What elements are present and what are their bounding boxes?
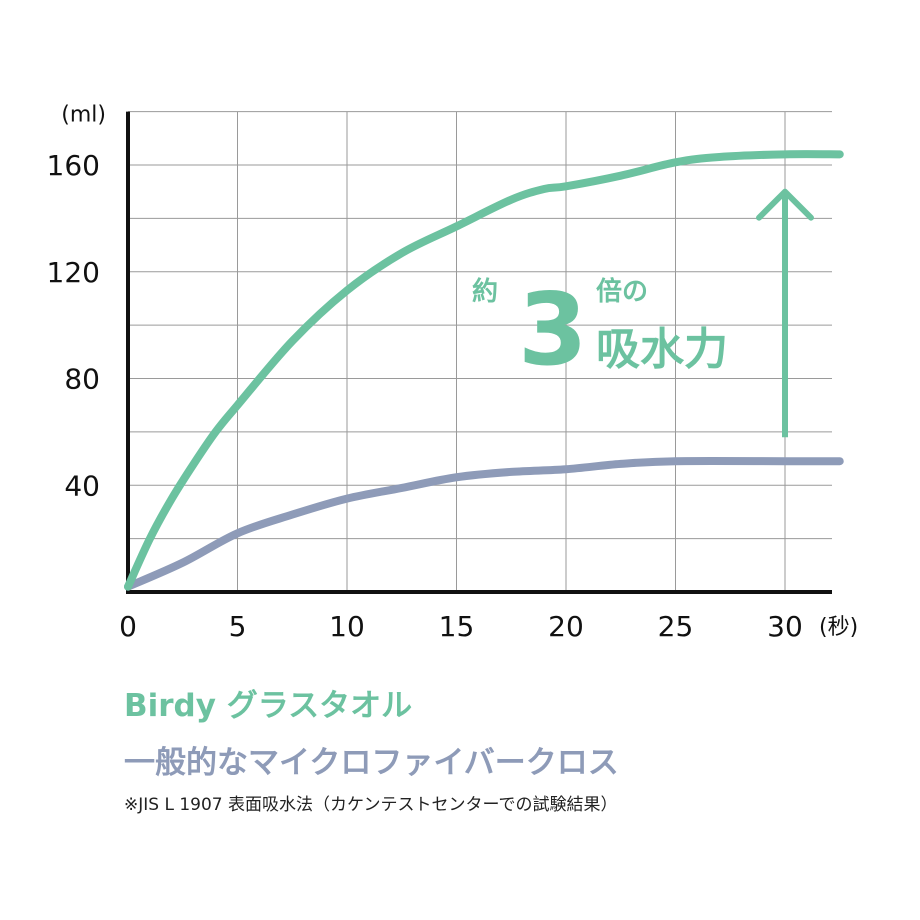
- x-tick-label: 10: [329, 610, 365, 643]
- legend-microfiber: 一般的なマイクロファイバークロス: [124, 745, 619, 781]
- legend-birdy: Birdy グラスタオル: [124, 688, 413, 724]
- x-tick-label: 20: [548, 610, 584, 643]
- y-tick-label: 120: [47, 256, 100, 289]
- x-tick-label: 5: [229, 610, 247, 643]
- arrow-head: [756, 188, 814, 221]
- chart-axes: [126, 111, 832, 594]
- footnote: ※JIS L 1907 表面吸水法（カケンテストセンターでの試験結果）: [124, 795, 618, 815]
- annotation-number: 3: [518, 271, 588, 388]
- x-tick-label: 25: [658, 610, 694, 643]
- x-tick-label: 30: [767, 610, 803, 643]
- y-tick-label: 40: [64, 469, 100, 502]
- x-tick-label: 0: [119, 610, 137, 643]
- series-line-birdy: [124, 150, 844, 591]
- annotation-text: 吸水力: [596, 324, 728, 375]
- chart-tick-labels: 0 5 10 15 20 25 30 40 80 120 160 (ml) (秒): [47, 103, 859, 643]
- series-line-microfiber: [124, 457, 844, 591]
- x-tick-label: 15: [439, 610, 475, 643]
- annotation-suffix: 倍の: [596, 276, 648, 307]
- annotation-prefix: 約: [472, 276, 498, 307]
- y-unit-label: (ml): [61, 103, 106, 128]
- chart-series: [124, 150, 844, 591]
- x-unit-label: (秒): [819, 615, 858, 640]
- y-tick-label: 160: [47, 149, 100, 182]
- y-tick-label: 80: [64, 363, 100, 396]
